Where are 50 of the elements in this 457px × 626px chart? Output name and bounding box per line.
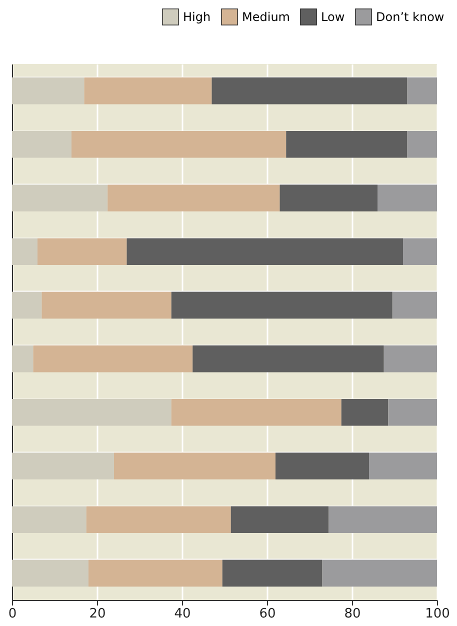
- bar: [392, 292, 437, 319]
- bar: [388, 399, 437, 426]
- bar: [126, 238, 403, 265]
- bar: [384, 345, 437, 372]
- bar: [12, 506, 86, 533]
- bar: [212, 77, 408, 104]
- bar: [280, 184, 378, 212]
- x-tick-label: 0: [8, 606, 17, 622]
- bar: [108, 184, 280, 212]
- bar: [276, 452, 369, 480]
- bar: [12, 292, 42, 319]
- bar: [171, 292, 392, 319]
- bar: [84, 77, 212, 104]
- bar: [12, 560, 88, 587]
- bar: [12, 399, 172, 426]
- bar: [12, 452, 114, 480]
- bar: [403, 238, 437, 265]
- bar: [12, 77, 84, 104]
- bar: [72, 131, 286, 158]
- bar: [12, 238, 38, 265]
- x-tick-label: 60: [259, 606, 276, 622]
- bar: [369, 452, 437, 480]
- bar: [12, 345, 34, 372]
- bar: [171, 399, 342, 426]
- x-tick-label: 100: [425, 606, 450, 622]
- bar: [42, 292, 172, 319]
- legend-label: High: [183, 10, 211, 24]
- bar: [407, 131, 437, 158]
- bar: [230, 506, 329, 533]
- bar: [86, 506, 231, 533]
- bar: [38, 238, 127, 265]
- x-tick-label: 20: [89, 606, 106, 622]
- bar: [192, 345, 384, 372]
- bar: [341, 399, 388, 426]
- x-tick-label: 80: [344, 606, 361, 622]
- bar: [12, 131, 72, 158]
- bar: [222, 560, 322, 587]
- bar: [286, 131, 408, 158]
- legend-label: Don’t know: [376, 10, 444, 24]
- bar: [322, 560, 437, 587]
- bar: [12, 184, 108, 212]
- bar: [88, 560, 222, 587]
- legend-label: Low: [321, 10, 345, 24]
- bar: [114, 452, 276, 480]
- x-tick-label: 40: [174, 606, 191, 622]
- bar: [33, 345, 193, 372]
- bar: [407, 77, 437, 104]
- bar: [328, 506, 437, 533]
- legend-label: Medium: [242, 10, 290, 24]
- bar: [378, 184, 437, 212]
